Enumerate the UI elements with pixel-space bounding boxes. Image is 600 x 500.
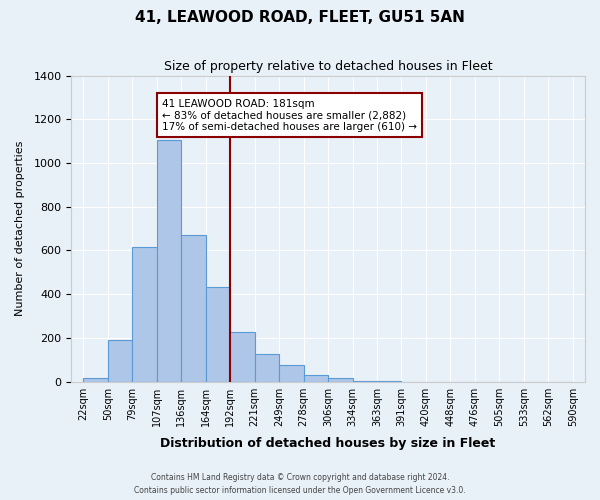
Text: Contains HM Land Registry data © Crown copyright and database right 2024.
Contai: Contains HM Land Registry data © Crown c… xyxy=(134,474,466,495)
Bar xyxy=(181,234,206,382)
Title: Size of property relative to detached houses in Fleet: Size of property relative to detached ho… xyxy=(164,60,493,73)
Bar xyxy=(377,380,401,382)
Bar xyxy=(254,354,279,382)
Text: 41 LEAWOOD ROAD: 181sqm
← 83% of detached houses are smaller (2,882)
17% of semi: 41 LEAWOOD ROAD: 181sqm ← 83% of detache… xyxy=(162,98,417,132)
Bar xyxy=(108,340,133,382)
Bar xyxy=(353,380,377,382)
Bar xyxy=(230,332,254,382)
Bar xyxy=(279,364,304,382)
Bar xyxy=(304,375,328,382)
Bar xyxy=(206,287,230,382)
Bar xyxy=(133,247,157,382)
Bar xyxy=(83,378,108,382)
Y-axis label: Number of detached properties: Number of detached properties xyxy=(15,141,25,316)
Text: 41, LEAWOOD ROAD, FLEET, GU51 5AN: 41, LEAWOOD ROAD, FLEET, GU51 5AN xyxy=(135,10,465,25)
Bar xyxy=(328,378,353,382)
Bar xyxy=(157,140,181,382)
X-axis label: Distribution of detached houses by size in Fleet: Distribution of detached houses by size … xyxy=(160,437,496,450)
